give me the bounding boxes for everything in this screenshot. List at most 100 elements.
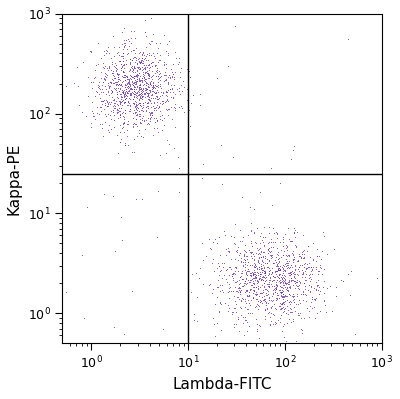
Point [136,91,142,97]
Point [131,86,138,92]
Point [243,249,249,255]
Point [288,293,295,299]
Point [142,79,149,85]
Point [144,63,150,70]
Point [320,284,326,290]
Point [229,273,236,279]
Point [190,92,196,99]
Point [148,110,154,116]
Point [131,73,138,79]
Point [302,277,309,283]
Point [258,277,264,284]
Point [287,270,293,277]
Point [274,251,280,257]
Point [296,264,302,271]
Point [233,278,240,284]
Point [160,59,167,65]
Point [176,164,182,171]
Point [270,291,276,297]
Point [99,81,106,88]
Point [272,294,279,301]
Point [142,77,148,84]
Point [184,66,190,72]
Point [250,270,256,277]
Point [141,52,147,58]
Point [264,300,271,306]
Point [266,239,272,246]
Point [218,301,224,308]
Point [117,122,123,128]
Point [250,251,256,257]
Point [290,251,296,258]
Point [256,264,262,270]
Point [164,89,170,96]
Point [150,83,157,90]
Point [123,73,130,79]
Point [152,82,159,88]
Point [144,81,151,87]
Point [256,264,262,271]
Point [119,41,126,47]
Point [212,235,218,242]
Point [281,247,287,254]
Point [290,296,296,303]
Point [112,67,119,74]
Point [254,296,260,302]
Point [240,282,246,289]
Point [280,275,287,282]
Point [296,282,303,288]
Point [242,289,248,295]
Point [290,282,297,288]
Point [133,93,140,99]
Point [104,98,110,104]
Point [295,265,301,272]
Point [154,188,161,195]
Point [241,282,248,288]
Point [136,87,142,93]
Point [162,77,168,83]
Point [250,271,257,277]
Point [285,264,292,270]
Point [111,73,117,79]
Point [128,78,135,85]
Point [154,233,160,240]
Point [230,269,236,276]
Point [127,85,134,91]
Point [171,76,178,83]
Point [171,81,177,88]
Point [295,285,302,291]
Point [132,50,138,56]
Point [120,87,127,94]
Point [154,59,161,66]
Point [136,50,142,56]
Point [248,271,254,278]
Point [276,272,282,278]
Point [142,29,148,36]
Point [286,278,292,284]
Point [139,77,145,83]
Point [127,103,133,109]
Point [145,103,151,109]
Point [306,303,313,310]
Point [111,44,118,50]
Point [261,280,267,286]
Point [304,243,311,249]
Point [125,98,131,104]
Point [303,277,310,283]
Point [292,243,299,249]
Point [149,91,156,97]
Point [71,80,78,86]
Point [177,82,184,89]
Point [140,107,146,114]
Point [216,308,223,315]
Point [116,112,123,119]
Point [132,73,139,79]
Point [118,96,124,103]
Point [80,59,86,65]
Point [120,113,126,119]
Point [276,275,282,281]
Point [280,266,286,272]
Point [249,275,256,281]
Point [109,87,116,94]
Point [140,104,147,111]
